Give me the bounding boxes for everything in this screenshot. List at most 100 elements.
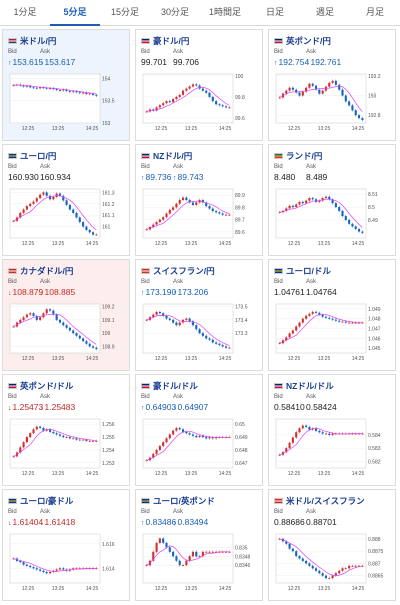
ask-label: Ask bbox=[173, 164, 184, 170]
currency-card[interactable]: 米ドル/円 Bid Ask ↑153.615 ↑153.617 154 153.5 153 12… bbox=[2, 29, 130, 141]
currency-card[interactable]: 米ドル/スイスフラン Bid Ask 0.88686 0.88701 0.888 0.887… bbox=[268, 489, 396, 601]
candle-body bbox=[291, 205, 294, 208]
pair-title[interactable]: 豪ドル/円 bbox=[141, 35, 190, 46]
ask-label: Ask bbox=[40, 279, 51, 285]
pair-title[interactable]: 米ドル/スイスフラン bbox=[274, 495, 365, 506]
pair-title[interactable]: 英ポンド/ドル bbox=[8, 380, 73, 391]
moving-average-line bbox=[146, 87, 230, 112]
candle-body bbox=[178, 94, 181, 97]
candle-body bbox=[168, 434, 171, 439]
x-tick-label: 14:25 bbox=[219, 241, 232, 247]
price-chart[interactable]: 100 99.8 99.6 12:25 13:25 14:25 bbox=[141, 71, 259, 135]
candle-body bbox=[48, 195, 52, 200]
plot-area bbox=[275, 418, 367, 469]
price-chart[interactable]: 1.616 1.614 12:25 13:25 14:25 bbox=[8, 531, 126, 595]
candle-body bbox=[201, 551, 204, 557]
candle-body bbox=[91, 232, 95, 235]
bid-value: 8.480 bbox=[274, 172, 295, 182]
y-tick-label: 8.51 bbox=[368, 192, 378, 198]
currency-card[interactable]: ユーロ/円 Bid Ask 160.930 160.934 161.3 161.2 161.1… bbox=[2, 144, 130, 256]
x-tick-label: 13:25 bbox=[318, 126, 331, 132]
candle-body bbox=[95, 568, 98, 570]
candle-body bbox=[334, 203, 337, 208]
currency-card[interactable]: ユーロ/英ポンド Bid Ask ↑0.83486 ↑0.83494 0.835 0.834… bbox=[135, 489, 263, 601]
pair-title[interactable]: ランド/円 bbox=[274, 150, 322, 161]
ask-label: Ask bbox=[306, 164, 317, 170]
currency-card[interactable]: ユーロ/豪ドル Bid Ask ↓1.61404 ↓1.61418 1.616 1.614 1… bbox=[2, 489, 130, 601]
price-chart[interactable]: 0.65 0.649 0.648 0.647 12:25 13:25 14:25 bbox=[141, 416, 259, 480]
currency-card[interactable]: 豪ドル/ドル Bid Ask ↑0.64903 ↑0.64907 0.65 0.649 0.6… bbox=[135, 374, 263, 486]
candle-body bbox=[78, 92, 81, 94]
pair-title[interactable]: NZドル/ドル bbox=[274, 380, 334, 391]
pair-title[interactable]: スイスフラン/円 bbox=[141, 265, 215, 276]
y-tick-label: 193 bbox=[368, 94, 377, 100]
currency-card[interactable]: 英ポンド/円 Bid Ask ↑192.754 ↑192.761 193.2 193 192.… bbox=[268, 29, 396, 141]
currency-grid: 米ドル/円 Bid Ask ↑153.615 ↑153.617 154 153.5 153 12… bbox=[2, 29, 398, 605]
currency-card[interactable]: ランド/円 Bid Ask 8.480 8.489 8.51 8.5 8.49 12:25 13:… bbox=[268, 144, 396, 256]
pair-title[interactable]: 米ドル/円 bbox=[8, 35, 56, 46]
y-tick-label: 1.253 bbox=[102, 461, 115, 467]
candle-body bbox=[324, 575, 328, 579]
candle-body bbox=[152, 453, 155, 458]
tab-2[interactable]: 5分足 bbox=[50, 0, 100, 26]
pair-name: 豪ドル/ドル bbox=[153, 381, 198, 391]
candle-body bbox=[85, 439, 88, 441]
candle-body bbox=[285, 90, 288, 94]
chart-svg: 0.888 0.8875 0.887 0.8865 12:25 13:25 14:25 bbox=[275, 533, 384, 592]
pair-title[interactable]: 豪ドル/ドル bbox=[141, 380, 198, 391]
candle-body bbox=[221, 105, 224, 107]
tab-3[interactable]: 15分足 bbox=[110, 7, 139, 17]
candle-body bbox=[298, 92, 301, 96]
candle-body bbox=[208, 437, 211, 439]
y-tick-label: 1.049 bbox=[368, 307, 381, 313]
pair-name: 豪ドル/円 bbox=[153, 36, 190, 46]
price-chart[interactable]: 173.5 173.4 173.3 12:25 13:25 14:25 bbox=[141, 301, 259, 365]
pair-title[interactable]: ユーロ/円 bbox=[8, 150, 56, 161]
candle-body bbox=[191, 84, 195, 87]
price-chart[interactable]: 109.2 109.1 109 108.9 12:25 13:25 14:25 bbox=[8, 301, 126, 365]
candle-body bbox=[228, 551, 231, 553]
arrow-up-icon: ↑ bbox=[8, 60, 12, 67]
pair-title[interactable]: カナダドル/円 bbox=[8, 265, 73, 276]
tab-7[interactable]: 週足 bbox=[315, 7, 334, 17]
currency-card[interactable]: カナダドル/円 Bid Ask ↓108.879 ↓108.885 109.2 109.1 1… bbox=[2, 259, 130, 371]
tab-4[interactable]: 30分足 bbox=[160, 7, 189, 17]
price-chart[interactable]: 154 153.5 153 12:25 13:25 14:25 bbox=[8, 71, 126, 135]
tab-8[interactable]: 月足 bbox=[365, 7, 384, 17]
currency-card[interactable]: スイスフラン/円 Bid Ask ↑173.190 ↑173.206 173.5 173.4… bbox=[135, 259, 263, 371]
pair-title[interactable]: ユーロ/英ポンド bbox=[141, 495, 215, 506]
currency-card[interactable]: ユーロ/ドル Bid Ask 1.04761 1.04764 1.049 1.048 1.04… bbox=[268, 259, 396, 371]
candle-body bbox=[12, 326, 15, 328]
candle-body bbox=[58, 90, 62, 91]
currency-card[interactable]: NZドル/円 Bid Ask ↑89.736 ↑89.743 89.9 89.8 89.7 89… bbox=[135, 144, 263, 256]
currency-card[interactable]: NZドル/ドル Bid Ask 0.58410 0.58424 0.584 0.583 0.5… bbox=[268, 374, 396, 486]
plot-area bbox=[142, 418, 234, 469]
candle-body bbox=[288, 205, 291, 209]
price-chart[interactable]: 0.584 0.583 0.582 12:25 13:25 14:25 bbox=[274, 416, 392, 480]
candle-body bbox=[65, 325, 68, 328]
tab-6[interactable]: 日足 bbox=[265, 7, 284, 17]
pair-title[interactable]: NZドル/円 bbox=[141, 150, 192, 161]
pair-title[interactable]: ユーロ/ドル bbox=[274, 265, 331, 276]
price-chart[interactable]: 1.049 1.048 1.047 1.046 1.045 12:25 13:25 14:25 bbox=[274, 301, 392, 365]
tab-1[interactable]: 1分足 bbox=[13, 7, 37, 17]
tab-5[interactable]: 1時間足 bbox=[208, 7, 241, 17]
price-chart[interactable]: 8.51 8.5 8.49 12:25 13:25 14:25 bbox=[274, 186, 392, 250]
candle-body bbox=[172, 430, 175, 435]
pair-title[interactable]: 英ポンド/円 bbox=[274, 35, 331, 46]
candle-body bbox=[172, 99, 175, 103]
price-chart[interactable]: 89.9 89.8 89.7 89.6 12:25 13:25 14:25 bbox=[141, 186, 259, 250]
price-chart[interactable]: 1.256 1.255 1.254 1.253 12:25 13:25 14:25 bbox=[8, 416, 126, 480]
pair-title[interactable]: ユーロ/豪ドル bbox=[8, 495, 73, 506]
candle-body bbox=[52, 310, 55, 315]
currency-card[interactable]: 英ポンド/ドル Bid Ask ↓1.25473 ↓1.25483 1.256 1.255 1… bbox=[2, 374, 130, 486]
price-chart[interactable]: 193.2 193 192.8 12:25 13:25 14:25 bbox=[274, 71, 392, 135]
price-chart[interactable]: 0.888 0.8875 0.887 0.8865 12:25 13:25 14:25 bbox=[274, 531, 392, 595]
candle-body bbox=[48, 88, 52, 90]
price-chart[interactable]: 0.835 0.8348 0.8346 12:25 13:25 14:25 bbox=[141, 531, 259, 595]
price-chart[interactable]: 161.3 161.2 161.1 161 12:25 13:25 14:25 bbox=[8, 186, 126, 250]
candle-body bbox=[168, 547, 171, 552]
bid-number: 173.190 bbox=[145, 287, 177, 297]
candle-body bbox=[215, 437, 218, 439]
currency-card[interactable]: 豪ドル/円 Bid Ask 99.701 99.706 100 99.8 99.6 12:25 1… bbox=[135, 29, 263, 141]
